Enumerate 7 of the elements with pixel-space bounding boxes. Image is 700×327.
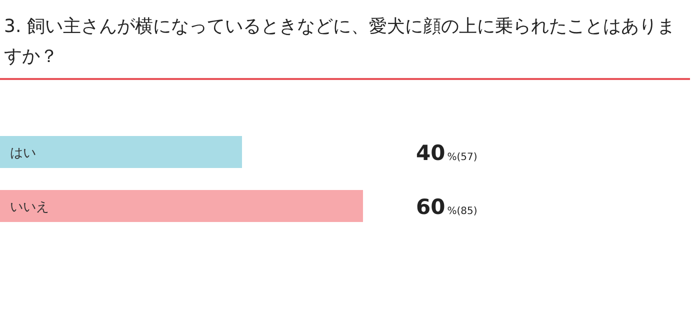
data-label: 60%(85) — [416, 195, 478, 219]
y-tick-label: はい — [10, 146, 36, 161]
data-label: 40%(57) — [416, 141, 478, 165]
bar: はい 40%(57) — [0, 136, 478, 168]
y-tick-label: いいえ — [10, 200, 49, 215]
chart-title: 3. 飼い主さんが横になっているときなどに、愛犬に顔の上に乗られたことはありますか？ — [4, 15, 676, 69]
bar: いいえ 60%(85) — [0, 190, 478, 222]
